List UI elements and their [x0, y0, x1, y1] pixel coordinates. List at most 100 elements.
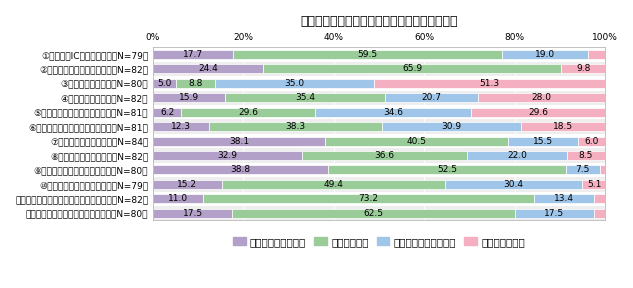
Bar	[467, 151, 567, 160]
Bar	[567, 151, 605, 160]
Text: 38.8: 38.8	[230, 165, 251, 175]
Text: 15.5: 15.5	[533, 137, 553, 145]
Bar	[382, 122, 522, 131]
Text: 8.5: 8.5	[579, 151, 593, 160]
Text: 32.9: 32.9	[217, 151, 237, 160]
Text: 11.0: 11.0	[168, 194, 188, 203]
Text: 29.6: 29.6	[238, 108, 258, 117]
Bar	[153, 194, 203, 203]
Bar	[153, 65, 263, 73]
Bar	[153, 90, 605, 105]
Bar	[508, 137, 579, 145]
Bar	[588, 50, 605, 59]
Bar	[325, 137, 508, 145]
Bar	[515, 209, 594, 218]
Text: 35.4: 35.4	[295, 93, 315, 102]
Bar	[582, 180, 606, 189]
Bar	[153, 47, 605, 62]
Title: 物流施設の立地を検討する際の各要因の重視度: 物流施設の立地を検討する際の各要因の重視度	[300, 15, 458, 28]
Bar	[561, 65, 606, 73]
Bar	[222, 180, 445, 189]
Text: 65.9: 65.9	[402, 64, 422, 73]
Text: 30.4: 30.4	[504, 180, 523, 189]
Text: 15.2: 15.2	[177, 180, 197, 189]
Bar	[153, 108, 181, 117]
Text: 5.0: 5.0	[157, 79, 172, 88]
Text: 12.3: 12.3	[171, 122, 191, 131]
Bar	[203, 194, 534, 203]
Bar	[153, 206, 605, 220]
Text: 30.9: 30.9	[442, 122, 461, 131]
Bar	[263, 65, 561, 73]
Bar	[302, 151, 467, 160]
Bar	[233, 50, 502, 59]
Text: 19.0: 19.0	[535, 50, 555, 59]
Bar	[153, 105, 605, 119]
Text: 28.0: 28.0	[532, 93, 552, 102]
Bar	[479, 93, 605, 102]
Legend: とても重視している, 重視している, あまり重視していない, 重視していない: とても重視している, 重視している, あまり重視していない, 重視していない	[229, 233, 529, 251]
Bar	[373, 79, 606, 88]
Text: 15.9: 15.9	[179, 93, 199, 102]
Bar	[522, 122, 605, 131]
Bar	[153, 148, 605, 163]
Text: 38.1: 38.1	[229, 137, 249, 145]
Text: 52.5: 52.5	[437, 165, 457, 175]
Bar	[579, 137, 606, 145]
Bar	[153, 137, 325, 145]
Bar	[153, 119, 605, 134]
Bar	[445, 180, 582, 189]
Bar	[153, 62, 605, 76]
Bar	[566, 165, 599, 174]
Text: 13.4: 13.4	[554, 194, 574, 203]
Bar	[153, 163, 605, 177]
Text: 35.0: 35.0	[284, 79, 304, 88]
Text: 38.3: 38.3	[285, 122, 305, 131]
Bar	[153, 134, 605, 148]
Text: 17.5: 17.5	[182, 209, 203, 218]
Bar	[153, 165, 329, 174]
Bar	[153, 122, 209, 131]
Bar	[594, 194, 605, 203]
Bar	[175, 79, 215, 88]
Bar	[599, 165, 606, 174]
Text: 18.5: 18.5	[553, 122, 573, 131]
Bar	[315, 108, 471, 117]
Bar	[225, 93, 385, 102]
Text: 20.7: 20.7	[422, 93, 442, 102]
Bar	[153, 50, 233, 59]
Bar	[471, 108, 605, 117]
Bar	[153, 192, 605, 206]
Text: 6.2: 6.2	[160, 108, 174, 117]
Text: 40.5: 40.5	[407, 137, 427, 145]
Text: 51.3: 51.3	[479, 79, 499, 88]
Bar	[209, 122, 382, 131]
Bar	[153, 151, 302, 160]
Text: 29.6: 29.6	[528, 108, 548, 117]
Text: 36.6: 36.6	[374, 151, 394, 160]
Bar	[502, 50, 588, 59]
Bar	[153, 180, 222, 189]
Text: 17.5: 17.5	[544, 209, 564, 218]
Bar	[153, 209, 232, 218]
Text: 73.2: 73.2	[358, 194, 378, 203]
Bar	[153, 93, 225, 102]
Bar	[534, 194, 594, 203]
Bar	[153, 79, 175, 88]
Text: 9.8: 9.8	[576, 64, 591, 73]
Bar	[181, 108, 315, 117]
Text: 49.4: 49.4	[323, 180, 343, 189]
Bar	[232, 209, 515, 218]
Bar	[153, 177, 605, 192]
Text: 5.1: 5.1	[587, 180, 601, 189]
Text: 17.7: 17.7	[183, 50, 203, 59]
Text: 7.5: 7.5	[575, 165, 590, 175]
Bar	[329, 165, 566, 174]
Text: 34.6: 34.6	[383, 108, 403, 117]
Bar	[215, 79, 373, 88]
Text: 62.5: 62.5	[363, 209, 384, 218]
Bar	[594, 209, 605, 218]
Bar	[385, 93, 479, 102]
Text: 24.4: 24.4	[198, 64, 218, 73]
Text: 8.8: 8.8	[188, 79, 203, 88]
